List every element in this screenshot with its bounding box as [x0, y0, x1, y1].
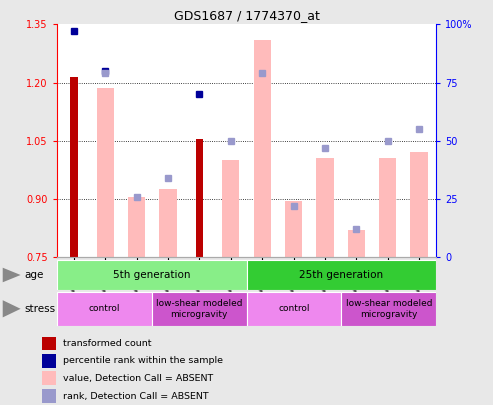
- Polygon shape: [3, 300, 21, 318]
- Text: 5th generation: 5th generation: [113, 270, 190, 280]
- Text: age: age: [24, 270, 44, 280]
- Bar: [317, 158, 334, 257]
- Title: GDS1687 / 1774370_at: GDS1687 / 1774370_at: [174, 9, 319, 22]
- Bar: [341, 292, 436, 326]
- Text: value, Detection Call = ABSENT: value, Detection Call = ABSENT: [63, 373, 213, 383]
- Bar: [410, 152, 427, 257]
- Polygon shape: [3, 268, 21, 282]
- Bar: [159, 189, 176, 257]
- Bar: [152, 292, 246, 326]
- Bar: [42, 389, 56, 403]
- Text: control: control: [88, 304, 120, 313]
- Bar: [57, 292, 152, 326]
- Text: stress: stress: [24, 304, 56, 314]
- Bar: [246, 260, 436, 290]
- Text: 25th generation: 25th generation: [299, 270, 384, 280]
- Text: rank, Detection Call = ABSENT: rank, Detection Call = ABSENT: [63, 392, 209, 401]
- Bar: [246, 292, 341, 326]
- Bar: [42, 371, 56, 385]
- Bar: [196, 139, 203, 257]
- Bar: [42, 354, 56, 368]
- Bar: [42, 337, 56, 350]
- Bar: [70, 77, 78, 257]
- Text: percentile rank within the sample: percentile rank within the sample: [63, 356, 223, 365]
- Bar: [348, 230, 365, 257]
- Bar: [222, 160, 240, 257]
- Text: low-shear modeled
microgravity: low-shear modeled microgravity: [346, 299, 432, 318]
- Bar: [285, 201, 302, 257]
- Bar: [379, 158, 396, 257]
- Text: low-shear modeled
microgravity: low-shear modeled microgravity: [156, 299, 242, 318]
- Bar: [253, 40, 271, 257]
- Bar: [57, 260, 246, 290]
- Text: transformed count: transformed count: [63, 339, 151, 348]
- Bar: [128, 197, 145, 257]
- Bar: [97, 88, 114, 257]
- Text: control: control: [278, 304, 310, 313]
